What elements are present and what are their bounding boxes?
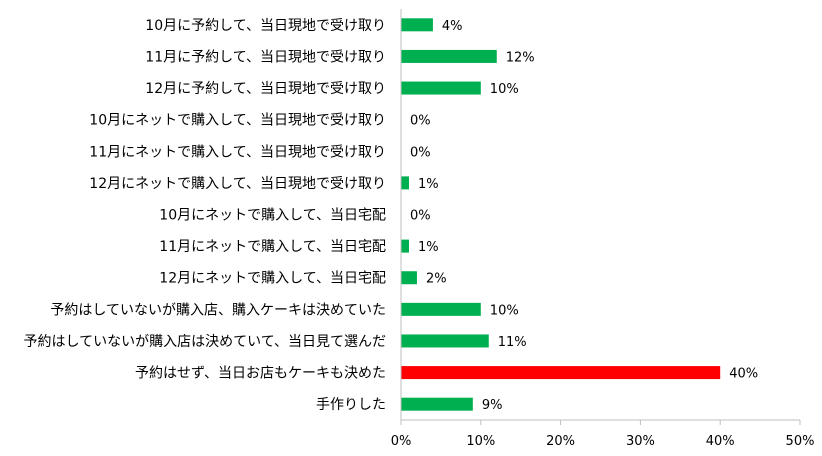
category-label: 12月にネットで購入して、当日宅配 (159, 271, 386, 287)
data-label: 0% (410, 114, 431, 129)
category-label: 11月にネットで購入して、当日現地で受け取り (89, 144, 386, 160)
data-label: 4% (442, 19, 463, 34)
category-label: 12月に予約して、当日現地で受け取り (145, 81, 386, 97)
bars-group (401, 18, 721, 411)
category-label: 10月にネットで購入して、当日宅配 (159, 208, 386, 224)
category-labels: 10月に予約して、当日現地で受け取り 11月に予約して、当日現地で受け取り 12月に… (24, 18, 386, 413)
category-label: 予約はしていないが購入店は決めていて、当日見て選んだ (24, 334, 386, 350)
bar (401, 271, 417, 285)
x-tick-label: 20% (546, 434, 575, 449)
bar (401, 239, 409, 253)
x-tick-label: 40% (706, 434, 735, 449)
category-label: 10月にネットで購入して、当日現地で受け取り (89, 113, 386, 129)
data-label: 2% (426, 272, 447, 287)
axis-group: 0% 10% 20% 30% 40% 50% (391, 9, 815, 449)
x-tick-label: 50% (786, 434, 815, 449)
data-label: 0% (410, 145, 431, 160)
data-label: 9% (482, 398, 503, 413)
data-label: 1% (418, 177, 439, 192)
bar (401, 366, 721, 380)
bar (401, 397, 473, 411)
value-labels: 4% 12% 10% 0% 0% 1% 0% 1% 2% 10% 11% 40% 9% (410, 19, 758, 413)
bar (401, 81, 481, 95)
data-label: 11% (498, 335, 527, 350)
bar (401, 176, 409, 190)
category-label: 予約はしていないが購入店、購入ケーキは決めていた (50, 302, 386, 318)
data-label: 40% (729, 367, 758, 382)
data-label: 10% (490, 82, 519, 97)
x-tick-label: 0% (391, 434, 412, 449)
category-label: 11月に予約して、当日現地で受け取り (145, 49, 386, 65)
category-label: 手作りした (316, 397, 386, 413)
bar (401, 49, 497, 63)
data-label: 10% (490, 303, 519, 318)
data-label: 1% (418, 240, 439, 255)
x-tick-label: 30% (626, 434, 655, 449)
category-label: 12月にネットで購入して、当日現地で受け取り (89, 176, 386, 192)
category-label: 予約はせず、当日お店もケーキも決めた (135, 366, 386, 382)
data-label: 0% (410, 209, 431, 224)
x-tick-label: 10% (466, 434, 495, 449)
category-label: 10月に予約して、当日現地で受け取り (145, 18, 386, 34)
bar (401, 302, 481, 316)
category-label: 11月にネットで購入して、当日宅配 (159, 239, 386, 255)
bar (401, 18, 433, 32)
data-label: 12% (506, 50, 535, 65)
bar (401, 334, 489, 348)
